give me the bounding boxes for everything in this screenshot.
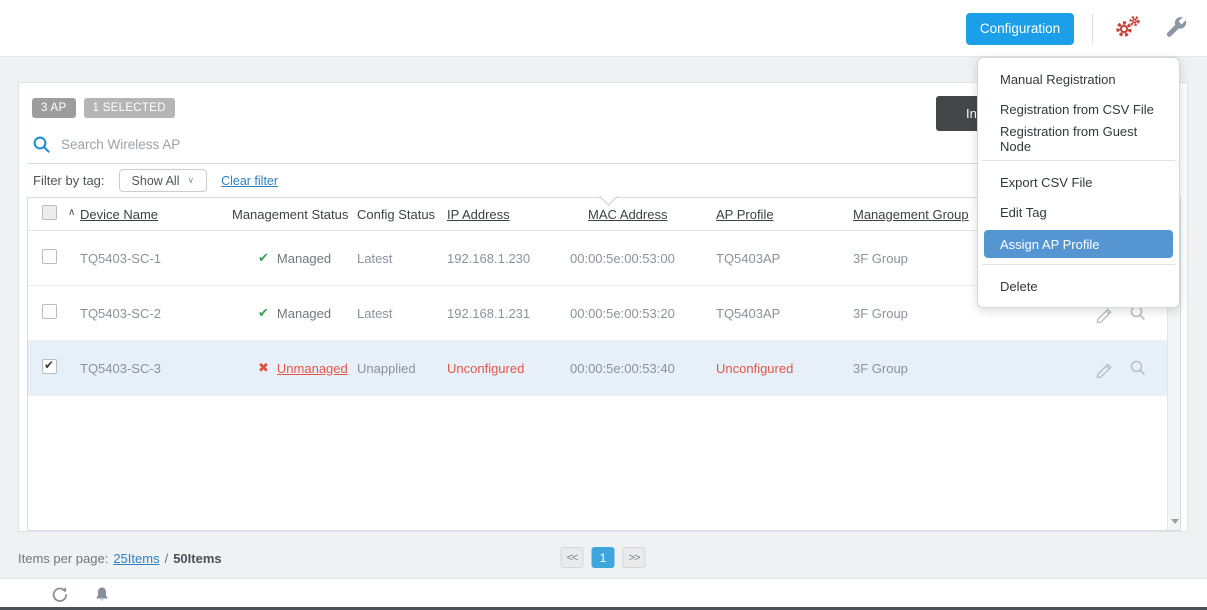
cell-management-group: 3F Group — [853, 360, 908, 376]
table-header-row: ∧ Device Name Management Status Config S… — [28, 198, 1180, 231]
menu-item-registration-from-guest-node[interactable]: Registration from Guest Node — [1000, 124, 1138, 154]
menu-item-export-csv-file[interactable]: Export CSV File — [1000, 174, 1093, 190]
window-bottom-edge — [0, 607, 1207, 610]
chevron-down-icon: ∨ — [187, 175, 195, 185]
managed-check-icon: ✔ — [258, 250, 269, 265]
configuration-button[interactable]: Configuration — [966, 12, 1074, 45]
cell-config-status: Latest — [357, 250, 393, 266]
managed-check-icon: ✔ — [258, 305, 269, 320]
cell-ip-address: 192.168.1.231 — [447, 305, 531, 321]
header-device-name[interactable]: Device Name — [80, 206, 159, 222]
cell-ap-profile: Unconfigured — [716, 360, 794, 376]
cell-management-group: 3F Group — [853, 305, 908, 321]
edit-pencil-icon[interactable] — [1094, 358, 1114, 378]
gears-icon — [1113, 14, 1141, 43]
cell-ip-address: 192.168.1.230 — [447, 250, 531, 266]
menu-item-manual-registration[interactable]: Manual Registration — [1000, 71, 1116, 87]
cell-ap-profile: TQ5403AP — [716, 250, 781, 266]
search-icon — [32, 135, 51, 154]
prev-page-button[interactable]: << — [560, 547, 584, 568]
current-page-button[interactable]: 1 — [591, 547, 615, 568]
search-bar — [32, 130, 962, 158]
menu-item-registration-from-csv-file[interactable]: Registration from CSV File — [1000, 101, 1154, 117]
scroll-down-arrow-icon[interactable] — [1171, 519, 1179, 524]
table-row-tq5403-sc-1[interactable]: TQ5403-SC-1 ✔ Managed Latest 192.168.1.2… — [28, 231, 1180, 286]
header-management-group[interactable]: Management Group — [853, 206, 969, 222]
cell-device-name: TQ5403-SC-1 — [80, 250, 161, 266]
menu-item-assign-ap-profile[interactable]: Assign AP Profile — [984, 230, 1173, 258]
header-ip-address[interactable]: IP Address — [447, 206, 510, 222]
notifications-button[interactable] — [91, 583, 113, 609]
footer-bar — [0, 578, 1207, 607]
menu-item-delete[interactable]: Delete — [1000, 278, 1038, 294]
select-all-checkbox[interactable] — [42, 205, 57, 220]
search-input[interactable] — [61, 136, 962, 152]
badge-group: 3 AP 1 SELECTED — [32, 98, 175, 118]
selected-count-badge: 1 SELECTED — [83, 98, 175, 118]
row-checkbox[interactable] — [42, 249, 57, 264]
row-checkbox[interactable] — [42, 304, 57, 319]
items-per-page-label: Items per page: — [18, 551, 109, 566]
tools-wrench-button[interactable] — [1161, 13, 1189, 44]
cell-management-status: Managed — [276, 250, 332, 266]
cell-config-status: Unapplied — [357, 360, 416, 376]
pagination-row: Items per page: 25Items / 50Items << 1 >… — [18, 545, 1188, 575]
cell-ip-address: Unconfigured — [447, 360, 525, 376]
refresh-icon — [50, 585, 69, 607]
cell-management-group: 3F Group — [853, 250, 908, 266]
sort-ascending-icon: ∧ — [68, 207, 76, 218]
tag-filter-dropdown[interactable]: Show All ∨ — [118, 169, 208, 192]
cell-management-status[interactable]: Unmanaged — [276, 360, 348, 376]
cell-device-name: TQ5403-SC-3 — [80, 360, 161, 376]
next-page-button[interactable]: >> — [622, 547, 646, 568]
refresh-button[interactable] — [48, 583, 71, 609]
cell-ap-profile: TQ5403AP — [716, 305, 781, 321]
items-per-page-50: 50Items — [173, 551, 222, 566]
cell-config-status: Latest — [357, 305, 393, 321]
items-per-page-25-link[interactable]: 25Items — [113, 551, 160, 566]
cell-mac-address: 00:00:5e:00:53:20 — [570, 305, 675, 321]
edit-pencil-icon[interactable] — [1094, 303, 1114, 323]
cell-mac-address: 00:00:5e:00:53:00 — [570, 250, 675, 266]
cell-device-name: TQ5403-SC-2 — [80, 305, 161, 321]
unmanaged-cross-icon: ✖ — [258, 360, 269, 375]
tag-filter-value: Show All — [131, 173, 180, 188]
menu-separator — [982, 160, 1175, 161]
settings-gears-button[interactable] — [1111, 12, 1143, 45]
filter-by-tag-label: Filter by tag: — [33, 173, 105, 188]
header-config-status: Config Status — [357, 206, 436, 222]
bell-icon — [93, 585, 111, 607]
header-mac-address[interactable]: MAC Address — [588, 206, 668, 222]
clear-filter-link[interactable]: Clear filter — [221, 173, 279, 188]
filter-bar: Filter by tag: Show All ∨ Clear filter — [27, 163, 1181, 197]
topbar-divider — [1092, 13, 1093, 44]
menu-separator — [982, 264, 1175, 265]
header-management-status: Management Status — [232, 206, 349, 222]
wrench-icon — [1163, 15, 1187, 42]
detail-magnifier-icon[interactable] — [1129, 359, 1147, 377]
cell-mac-address: 00:00:5e:00:53:40 — [570, 360, 675, 376]
cell-management-status: Managed — [276, 305, 332, 321]
table-row-tq5403-sc-2[interactable]: TQ5403-SC-2 ✔ Managed Latest 192.168.1.2… — [28, 286, 1180, 341]
ap-count-badge: 3 AP — [32, 98, 76, 118]
configuration-menu: Manual Registration Registration from CS… — [977, 57, 1180, 308]
table-row-tq5403-sc-3[interactable]: TQ5403-SC-3 ✖ Unmanaged Unapplied Unconf… — [28, 341, 1180, 396]
menu-item-edit-tag[interactable]: Edit Tag — [1000, 204, 1047, 220]
top-bar: Configuration — [0, 0, 1207, 57]
row-checkbox-checked[interactable] — [42, 358, 57, 374]
header-ap-profile[interactable]: AP Profile — [716, 206, 774, 222]
items-per-page-divider: / — [164, 551, 169, 566]
